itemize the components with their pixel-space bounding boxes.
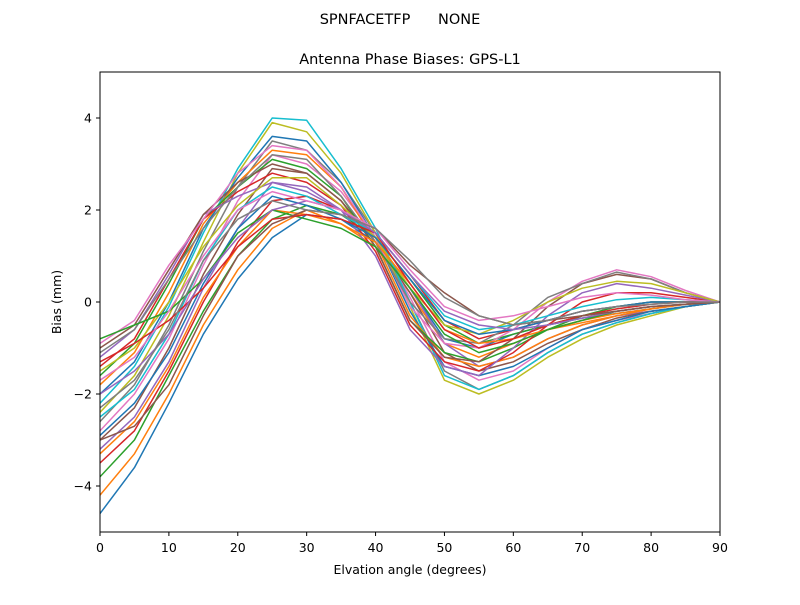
x-tick-label: 30 [299,540,315,555]
x-tick-label: 50 [436,540,452,555]
series-line-s24 [100,213,720,363]
series-line-s2 [100,209,720,496]
series-line-s26 [100,209,720,441]
x-tick-label: 70 [574,540,590,555]
series-line-s28 [100,200,720,409]
chart-title: Antenna Phase Biases: GPS-L1 [299,52,521,68]
y-tick-label: −2 [74,387,92,402]
series-line-s9 [100,121,720,413]
series-line-s17 [100,144,720,349]
chart-suptitle: SPNFACETFP NONE [320,12,481,28]
series-line-s6 [100,167,720,441]
series-line-s1 [100,213,720,515]
y-axis-label: Bias (mm) [49,270,64,334]
y-tick-label: 0 [84,295,92,310]
y-axis: −4 −2 0 2 4 [74,111,100,494]
x-tick-label: 80 [643,540,659,555]
y-tick-label: −4 [74,479,92,494]
series-line-s12 [100,149,720,386]
series-line-s18 [100,154,720,354]
y-tick-label: 2 [84,203,92,218]
y-tick-label: 4 [84,111,92,126]
x-axis: 0 10 20 30 40 50 60 70 80 90 [96,532,728,555]
x-tick-label: 10 [161,540,177,555]
x-tick-label: 40 [368,540,384,555]
series-layer [100,117,720,515]
series-line-s16 [100,163,720,363]
x-tick-label: 20 [230,540,246,555]
series-line-s13 [100,158,720,377]
x-axis-label: Elvation angle (degrees) [333,562,486,577]
x-tick-label: 0 [96,540,104,555]
series-line-s27 [100,190,720,381]
x-tick-label: 60 [505,540,521,555]
x-tick-label: 90 [712,540,728,555]
